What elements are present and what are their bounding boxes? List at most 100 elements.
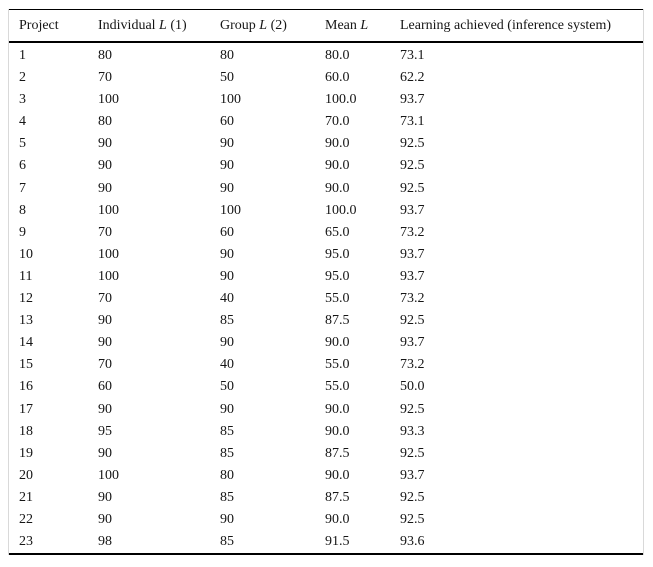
table-cell: 73.2 (400, 291, 425, 307)
table-cell: 95.0 (325, 246, 350, 262)
table-cell: 92.5 (400, 401, 425, 417)
table-cell: 7 (19, 180, 26, 196)
table-row: 5 90 90 90.0 92.5 (9, 133, 643, 155)
table-cell: 11 (19, 268, 33, 284)
table-cell: 50.0 (400, 379, 425, 395)
table-cell: 50 (220, 379, 234, 395)
header-text: (2) (267, 17, 287, 33)
table-cell: 92.5 (400, 158, 425, 174)
table-cell: 92.5 (400, 180, 425, 196)
table-cell: 90 (220, 158, 234, 174)
table-cell: 90.0 (325, 401, 350, 417)
table-cell: 73.1 (400, 48, 425, 63)
table-cell: 87.5 (325, 313, 350, 329)
table-cell: 60 (98, 379, 112, 395)
table-row: 14 90 90 90.0 93.7 (9, 332, 643, 354)
table-cell: 92.5 (400, 313, 425, 329)
header-text: Learning achieved (inference system) (400, 17, 612, 33)
table-cell: 85 (220, 534, 234, 550)
table-row: 18 95 85 90.0 93.3 (9, 421, 643, 443)
table-cell: 90 (98, 401, 112, 417)
table-cell: 70 (98, 291, 112, 307)
table-cell: 100 (98, 467, 119, 483)
table-cell: 19 (19, 445, 33, 461)
table-row: 10 100 90 95.0 93.7 (9, 244, 643, 266)
table-cell: 90 (220, 246, 234, 262)
table-cell: 90 (98, 180, 112, 196)
table-cell: 90.0 (325, 467, 350, 483)
table-cell: 90 (98, 313, 112, 329)
table-cell: 14 (19, 335, 33, 351)
col-header-project: Project (9, 10, 98, 43)
table-cell: 60.0 (325, 70, 350, 86)
table-cell: 85 (220, 313, 234, 329)
table-cell: 70 (98, 357, 112, 373)
col-header-mean-l: Mean L (325, 10, 400, 43)
table-cell: 100.0 (325, 202, 357, 218)
table-row: 8 100 100 100.0 93.7 (9, 200, 643, 222)
table-row: 12 70 40 55.0 73.2 (9, 288, 643, 310)
table-cell: 18 (19, 423, 33, 439)
table-cell: 15 (19, 357, 33, 373)
table-cell: 9 (19, 224, 26, 240)
table-cell: 80 (98, 114, 112, 130)
table-cell: 90.0 (325, 136, 350, 152)
table-cell: 16 (19, 379, 33, 395)
table-cell: 85 (220, 445, 234, 461)
table-cell: 60 (220, 224, 234, 240)
table-cell: 10 (19, 246, 33, 262)
table-row: 15 70 40 55.0 73.2 (9, 354, 643, 376)
table-cell: 92.5 (400, 511, 425, 527)
table-cell: 80 (98, 48, 112, 63)
col-header-learning-achieved: Learning achieved (inference system) (400, 10, 643, 43)
table-cell: 70.0 (325, 114, 350, 130)
table-cell: 55.0 (325, 379, 350, 395)
table-cell: 93.6 (400, 534, 425, 550)
table-cell: 90 (220, 180, 234, 196)
table-cell: 90.0 (325, 511, 350, 527)
table-cell: 100 (220, 202, 241, 218)
table-cell: 93.7 (400, 268, 425, 284)
table-cell: 8 (19, 202, 26, 218)
header-text: Mean (325, 17, 361, 33)
table-row: 17 90 90 90.0 92.5 (9, 399, 643, 421)
table-cell: 90 (220, 335, 234, 351)
table-cell: 73.2 (400, 224, 425, 240)
table-cell: 85 (220, 489, 234, 505)
table-row: 2 70 50 60.0 62.2 (9, 67, 643, 89)
table-cell: 90 (220, 401, 234, 417)
header-italic-text: L (360, 17, 369, 33)
table-cell: 40 (220, 357, 234, 373)
table-cell: 93.7 (400, 92, 425, 108)
table-cell: 55.0 (325, 291, 350, 307)
table-cell: 80 (220, 48, 234, 63)
table-cell: 3 (19, 92, 26, 108)
header-italic-text: L (259, 17, 268, 33)
table-cell: 95 (98, 423, 112, 439)
table-cell: 20 (19, 467, 33, 483)
table-cell: 93.7 (400, 335, 425, 351)
table-cell: 98 (98, 534, 112, 550)
table-cell: 92.5 (400, 136, 425, 152)
table-row: 23 98 85 91.5 93.6 (9, 531, 643, 554)
table-cell: 70 (98, 224, 112, 240)
table-cell: 100 (98, 268, 119, 284)
table-cell: 90 (98, 136, 112, 152)
table-cell: 62.2 (400, 70, 425, 86)
table-cell: 87.5 (325, 445, 350, 461)
table-row: 6 90 90 90.0 92.5 (9, 155, 643, 177)
table-cell: 90 (98, 489, 112, 505)
table-cell: 55.0 (325, 357, 350, 373)
table-cell: 5 (19, 136, 26, 152)
table-cell: 92.5 (400, 489, 425, 505)
table-cell: 73.2 (400, 357, 425, 373)
table-cell: 100 (98, 246, 119, 262)
table-cell: 6 (19, 158, 26, 174)
results-table-frame: Project Individual L (1) Group L (2) Mea… (8, 9, 644, 556)
table-row: 13 90 85 87.5 92.5 (9, 310, 643, 332)
table-cell: 90 (98, 158, 112, 174)
table-cell: 70 (98, 70, 112, 86)
table-cell: 85 (220, 423, 234, 439)
table-cell: 2 (19, 70, 26, 86)
